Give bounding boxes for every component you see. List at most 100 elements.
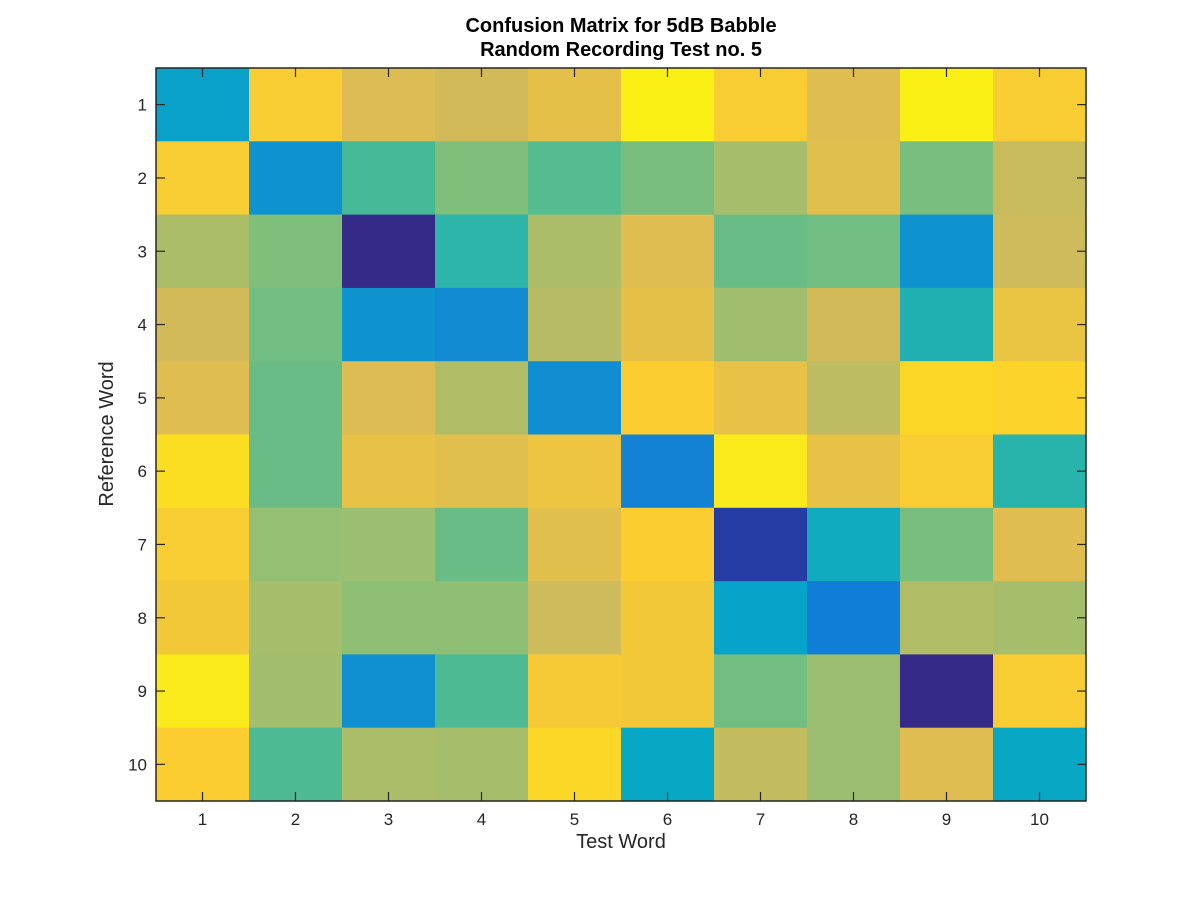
heatmap-cell <box>435 361 529 436</box>
heatmap-cell <box>528 361 622 436</box>
heatmap-cell <box>807 68 901 142</box>
heatmap-cell <box>528 581 622 655</box>
heatmap-cell <box>528 727 622 802</box>
heatmap-cell <box>156 434 250 509</box>
heatmap-cell <box>714 727 808 802</box>
heatmap-cell <box>621 581 715 655</box>
heatmap-cell <box>714 141 808 216</box>
heatmap-cell <box>528 141 622 216</box>
heatmap-cell <box>621 727 715 802</box>
axis-ticks <box>156 68 1086 801</box>
heatmap-cell <box>249 287 343 362</box>
heatmap-cell <box>621 361 715 436</box>
heatmap-cell <box>528 68 622 142</box>
heatmap-cell <box>900 654 994 729</box>
heatmap-cell <box>528 287 622 362</box>
heatmap-cell <box>342 507 436 582</box>
heatmap-cell <box>993 434 1087 509</box>
heatmap-cell <box>807 507 901 582</box>
heatmap-cell <box>435 287 529 362</box>
heatmap-cell <box>528 214 622 289</box>
heatmap-cell <box>900 141 994 216</box>
heatmap-cell <box>993 68 1087 142</box>
heatmap-cell <box>342 68 436 142</box>
x-tick-label: 5 <box>570 810 579 829</box>
heatmap-cell <box>900 68 994 142</box>
heatmap-cell <box>993 287 1087 362</box>
heatmap-cell <box>993 361 1087 436</box>
heatmap-cell <box>993 141 1087 216</box>
heatmap-cell <box>714 68 808 142</box>
heatmap-cell <box>807 434 901 509</box>
heatmap-cell <box>621 434 715 509</box>
x-tick-label: 2 <box>291 810 300 829</box>
heatmap-cell <box>714 507 808 582</box>
x-tick-label: 10 <box>1030 810 1049 829</box>
heatmap-cell <box>249 507 343 582</box>
heatmap-cell <box>342 287 436 362</box>
y-tick-label: 1 <box>138 96 147 115</box>
heatmap-cell <box>900 361 994 436</box>
heatmap-cell <box>249 581 343 655</box>
y-tick-label: 2 <box>138 169 147 188</box>
heatmap-cell <box>807 287 901 362</box>
heatmap-cell <box>156 507 250 582</box>
heatmap-cell <box>900 214 994 289</box>
axes-box <box>155 67 1087 802</box>
heatmap-cell <box>156 581 250 655</box>
x-tick-label: 9 <box>942 810 951 829</box>
heatmap-cell <box>807 727 901 802</box>
heatmap-cell <box>621 507 715 582</box>
heatmap-cell <box>993 507 1087 582</box>
heatmap-cell <box>342 727 436 802</box>
heatmap-cell <box>342 214 436 289</box>
heatmap-cell <box>900 507 994 582</box>
heatmap-cell <box>714 434 808 509</box>
heatmap-cell <box>156 287 250 362</box>
heatmap-cell <box>807 361 901 436</box>
y-tick-label: 3 <box>138 242 147 261</box>
x-tick-label: 8 <box>849 810 858 829</box>
heatmap-cell <box>435 654 529 729</box>
y-tick-labels: 1 2 3 4 5 6 7 8 9 10 <box>128 96 147 775</box>
x-axis-label: Test Word <box>576 831 666 853</box>
heatmap-cell <box>156 654 250 729</box>
heatmap-cell <box>714 361 808 436</box>
y-axis-label: Reference Word <box>96 361 118 506</box>
heatmap-cell <box>993 581 1087 655</box>
heatmap-cell <box>528 654 622 729</box>
y-tick-label: 9 <box>138 682 147 701</box>
heatmap-cell <box>435 434 529 509</box>
heatmap-cell <box>807 581 901 655</box>
heatmap-cell <box>156 68 250 142</box>
heatmap-cell <box>807 654 901 729</box>
heatmap-cell <box>435 141 529 216</box>
heatmap-cell <box>993 727 1087 802</box>
heatmap-cell <box>156 361 250 436</box>
heatmap-cell <box>342 141 436 216</box>
heatmap-cell <box>807 141 901 216</box>
x-tick-label: 6 <box>663 810 672 829</box>
heatmap-cell <box>342 361 436 436</box>
heatmap-cell <box>249 727 343 802</box>
heatmap-cell <box>435 581 529 655</box>
x-tick-labels: 1 2 3 4 5 6 7 8 9 10 <box>198 810 1049 829</box>
heatmap-cell <box>249 654 343 729</box>
y-tick-label: 7 <box>138 535 147 554</box>
heatmap-cell <box>156 141 250 216</box>
heatmap-cell <box>714 287 808 362</box>
heatmap-cell <box>435 727 529 802</box>
heatmap-cell <box>435 507 529 582</box>
heatmap-cell <box>342 581 436 655</box>
heatmap-cell <box>249 214 343 289</box>
heatmap-cell <box>900 727 994 802</box>
heatmap-cell <box>714 581 808 655</box>
y-tick-label: 8 <box>138 609 147 628</box>
chart-title: Confusion Matrix for 5dB Babble <box>465 15 776 37</box>
heatmap-cell <box>249 68 343 142</box>
heatmap-cell <box>528 434 622 509</box>
heatmap-cell <box>900 287 994 362</box>
chart-subtitle: Random Recording Test no. 5 <box>480 39 762 61</box>
heatmap-cell <box>714 214 808 289</box>
